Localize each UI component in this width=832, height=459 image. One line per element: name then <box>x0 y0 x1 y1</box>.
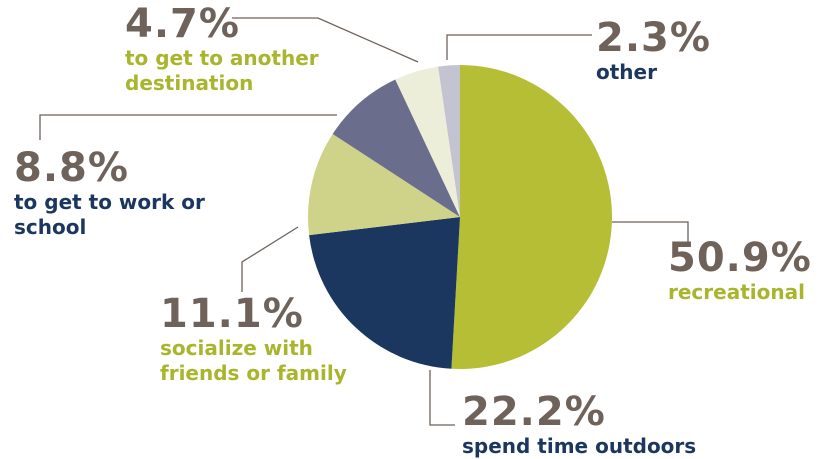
leader-line <box>612 221 689 243</box>
leader-line <box>446 34 592 60</box>
pie-slice <box>451 65 612 369</box>
value-label: 50.9% <box>668 235 812 281</box>
category-label: to get to work or school <box>14 190 205 239</box>
value-label: 11.1% <box>160 291 304 337</box>
pie-slice <box>332 79 460 218</box>
pie-slice <box>395 66 460 217</box>
leader-line <box>241 226 299 292</box>
pie-slice <box>438 65 460 217</box>
leader-line <box>232 17 419 63</box>
category-label: spend time outdoors <box>462 434 697 458</box>
value-label: 8.8% <box>14 145 129 191</box>
pie-slice <box>308 133 460 236</box>
category-label: to get to another destination <box>125 46 319 95</box>
pie-slice <box>309 217 460 369</box>
category-label: socialize with friends or family <box>160 336 347 385</box>
leader-line <box>39 114 337 140</box>
leader-line <box>429 370 455 426</box>
category-label: other <box>596 60 657 84</box>
value-label: 2.3% <box>596 15 711 61</box>
value-label: 22.2% <box>462 389 606 435</box>
category-label: recreational <box>668 280 805 304</box>
value-label: 4.7% <box>125 1 240 47</box>
